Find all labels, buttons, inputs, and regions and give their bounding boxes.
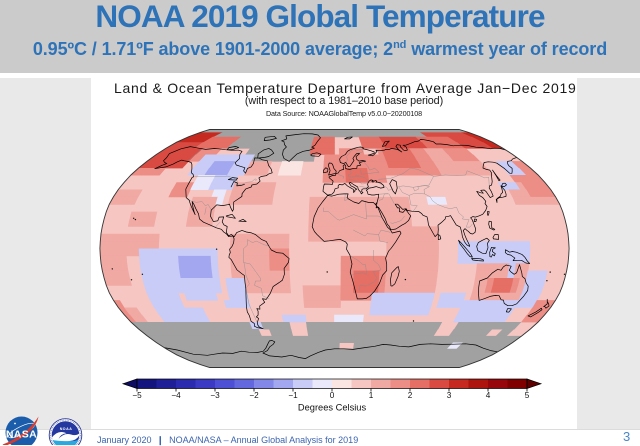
svg-text:0: 0 [330,391,335,400]
svg-text:−1: −1 [288,391,298,400]
svg-text:3: 3 [447,391,452,400]
svg-text:−3: −3 [210,391,220,400]
svg-text:5: 5 [525,391,530,400]
svg-text:2: 2 [408,391,413,400]
svg-text:−2: −2 [249,391,259,400]
svg-text:−4: −4 [171,391,181,400]
svg-text:Degrees Celsius: Degrees Celsius [298,403,367,413]
svg-text:−5: −5 [132,391,142,400]
svg-text:1: 1 [369,391,374,400]
svg-text:4: 4 [486,391,491,400]
